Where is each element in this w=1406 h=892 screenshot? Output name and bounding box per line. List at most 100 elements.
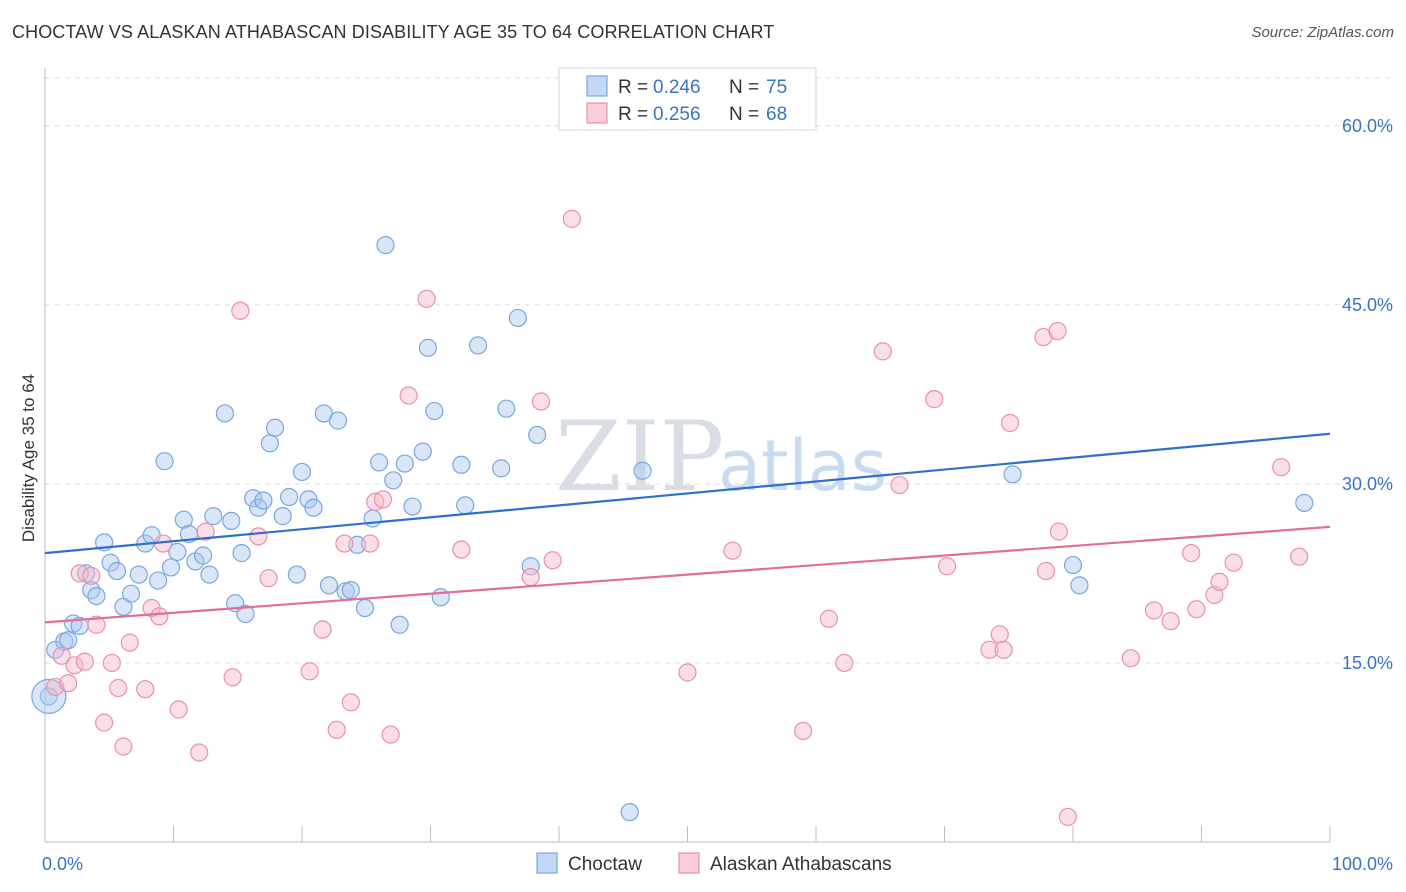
- data-point: [304, 498, 323, 517]
- data-point: [521, 567, 540, 587]
- data-point: [102, 653, 121, 673]
- data-point: [223, 668, 242, 687]
- data-point: [452, 540, 471, 559]
- x-tick-labels: 0.0% 100.0%: [42, 854, 1393, 874]
- data-point: [82, 566, 101, 585]
- data-point: [174, 510, 193, 529]
- data-point: [155, 452, 174, 471]
- data-point: [373, 490, 393, 509]
- data-point: [114, 737, 133, 756]
- gridlines: [45, 77, 1392, 664]
- data-point: [148, 571, 168, 590]
- data-point: [370, 453, 389, 472]
- y-tick-label: 30.0%: [1342, 474, 1393, 494]
- chart-source: Source: ZipAtlas.com: [1251, 24, 1394, 41]
- data-point: [990, 625, 1009, 644]
- x-tick-label: 0.0%: [42, 854, 83, 874]
- data-point: [1187, 600, 1206, 619]
- bottom-legend: Choctaw Alaskan Athabascans: [536, 852, 892, 875]
- data-point: [254, 491, 273, 510]
- series-alaskan-athabascans: [46, 209, 1309, 827]
- data-point: [794, 721, 813, 741]
- data-point: [403, 497, 422, 516]
- data-point: [521, 557, 540, 576]
- data-point: [222, 511, 241, 530]
- data-point: [363, 509, 382, 528]
- data-point: [314, 404, 333, 423]
- y-axis-title: Disability Age 35 to 64: [19, 374, 38, 542]
- data-point: [390, 615, 409, 634]
- data-point: [70, 564, 89, 583]
- legend-n-label: N =: [729, 77, 759, 98]
- data-point: [300, 662, 319, 681]
- data-point: [39, 687, 58, 706]
- data-point: [136, 680, 155, 699]
- data-point: [52, 646, 71, 665]
- data-point: [1058, 807, 1077, 827]
- legend-r-value: 0.256: [653, 104, 701, 125]
- data-point: [1272, 458, 1291, 477]
- legend-n-label: N =: [729, 104, 759, 125]
- data-point: [259, 569, 278, 588]
- data-point: [287, 565, 306, 584]
- data-point: [348, 535, 367, 554]
- data-point: [819, 609, 838, 628]
- data-point: [236, 604, 255, 624]
- data-point: [381, 725, 400, 744]
- data-point: [531, 392, 551, 411]
- data-point: [168, 542, 187, 562]
- data-point: [1000, 413, 1020, 433]
- data-point: [341, 693, 360, 712]
- data-point: [65, 656, 84, 675]
- data-point: [200, 565, 219, 584]
- series-choctaw: [31, 236, 1314, 822]
- legend-r-label: R =: [618, 104, 648, 125]
- data-point: [193, 546, 213, 565]
- data-point: [835, 653, 854, 673]
- legend-swatch-alaskan-athabascans: [586, 102, 608, 124]
- data-point: [87, 615, 106, 634]
- bottom-legend-swatch-alaskan-athabascans: [678, 852, 700, 874]
- data-point: [215, 404, 234, 423]
- legend-r-value: 0.246: [653, 77, 701, 98]
- data-point: [95, 713, 114, 732]
- data-point: [994, 640, 1013, 659]
- x-tick-label: 100.0%: [1332, 854, 1393, 874]
- data-point: [341, 581, 360, 600]
- data-point: [633, 461, 652, 480]
- data-point: [468, 336, 488, 355]
- data-point: [431, 588, 450, 607]
- data-point: [413, 442, 432, 461]
- data-point: [452, 455, 471, 474]
- chart-title: CHOCTAW VS ALASKAN ATHABASCAN DISABILITY…: [12, 22, 775, 42]
- data-point: [150, 607, 169, 626]
- data-point: [1063, 555, 1083, 575]
- data-point: [313, 620, 332, 639]
- data-point: [937, 557, 957, 576]
- trend-line-alaskan-athabascans: [44, 525, 1331, 624]
- data-point: [190, 743, 209, 762]
- watermark-atlas: atlas: [718, 425, 887, 507]
- data-point: [508, 308, 527, 328]
- data-point: [273, 507, 292, 526]
- data-point: [620, 803, 639, 822]
- data-point: [327, 720, 346, 739]
- data-point: [395, 454, 414, 473]
- data-point: [418, 338, 438, 357]
- data-point: [417, 289, 436, 308]
- legend-n-value: 68: [766, 104, 787, 125]
- data-point: [425, 401, 444, 421]
- data-point: [1070, 576, 1089, 595]
- data-point: [196, 522, 215, 541]
- legend-entry-choctaw: R = 0.246 N = 75: [586, 75, 787, 98]
- trend-lines: [44, 432, 1331, 624]
- data-point: [1049, 522, 1068, 541]
- data-point: [1003, 465, 1022, 484]
- data-point: [265, 418, 285, 437]
- y-tick-labels: 15.0% 30.0% 45.0% 60.0%: [1342, 116, 1393, 673]
- legend-swatch-choctaw: [586, 75, 608, 97]
- data-point-cluster: [31, 678, 67, 714]
- data-point: [59, 674, 78, 693]
- data-point: [361, 534, 380, 553]
